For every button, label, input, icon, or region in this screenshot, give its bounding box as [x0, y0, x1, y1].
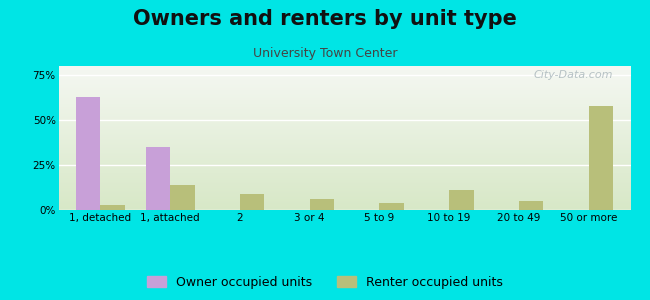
Bar	[240, 194, 265, 210]
Legend: Owner occupied units, Renter occupied units: Owner occupied units, Renter occupied un…	[142, 271, 508, 294]
Bar	[589, 106, 613, 210]
Bar	[170, 185, 194, 210]
Bar	[76, 97, 100, 210]
Text: City-Data.com: City-Data.com	[534, 70, 614, 80]
Bar	[449, 190, 474, 210]
Bar	[100, 205, 125, 210]
Bar	[519, 201, 543, 210]
Text: University Town Center: University Town Center	[253, 46, 397, 59]
Bar	[146, 147, 170, 210]
Bar	[309, 199, 334, 210]
Bar	[380, 203, 404, 210]
Text: Owners and renters by unit type: Owners and renters by unit type	[133, 9, 517, 29]
